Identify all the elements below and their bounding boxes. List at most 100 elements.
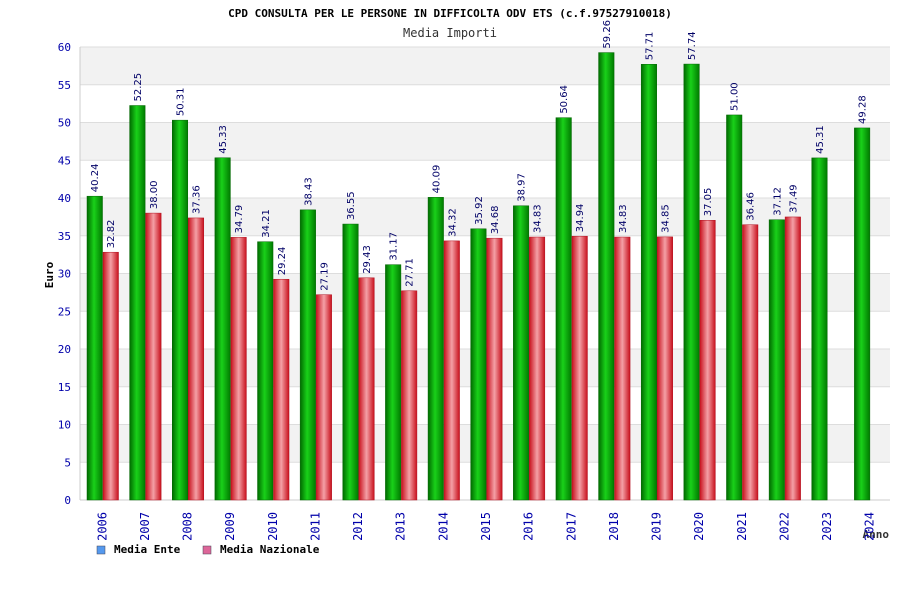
bar-media-ente [598,52,615,501]
bar-media-ente [129,105,146,501]
x-tick-label: 2021 [735,512,749,541]
bar-media-nazionale [230,237,247,501]
bar-value-label: 45.33 [218,125,229,154]
y-tick-label: 0 [64,494,71,507]
bar-value-label: 51.00 [730,82,741,111]
bar-value-label: 34.85 [660,204,671,233]
bar-media-nazionale [571,235,588,501]
bar-media-nazionale [315,294,332,501]
bar-media-nazionale [656,236,673,501]
bar-value-label: 34.32 [447,208,458,237]
bar-media-nazionale [784,216,801,501]
bar-value-label: 27.19 [319,262,330,291]
bar-media-nazionale [529,236,546,501]
x-tick-label: 2017 [564,512,578,541]
bar-value-label: 31.17 [389,232,400,261]
bar-media-nazionale [699,220,716,501]
x-tick-label: 2012 [351,512,365,541]
bar-media-nazionale [358,277,375,501]
x-axis-label: Anno [863,528,890,541]
bar-value-label: 36.55 [346,191,357,220]
bar-media-nazionale [188,217,205,501]
bar-media-nazionale [742,224,759,501]
x-tick-label: 2009 [223,512,237,541]
y-tick-label: 5 [64,456,71,469]
y-tick-label: 55 [58,79,71,92]
bar-media-nazionale [486,237,503,501]
bar-value-label: 34.83 [533,204,544,233]
bar-media-ente [86,195,103,501]
legend-swatch [96,545,106,555]
y-tick-label: 10 [58,419,71,432]
x-tick-label: 2016 [522,512,536,541]
bar-value-label: 29.43 [362,245,373,274]
bar-value-label: 37.36 [192,185,203,214]
bar-media-ente [640,64,657,501]
x-tick-label: 2023 [820,512,834,541]
x-tick-label: 2007 [138,512,152,541]
x-tick-label: 2024 [863,512,877,541]
y-tick-label: 45 [58,154,71,167]
bar-value-label: 36.46 [746,192,757,221]
x-tick-label: 2015 [479,512,493,541]
bar-value-label: 38.43 [303,177,314,206]
chart-title: CPD CONSULTA PER LE PERSONE IN DIFFICOLT… [228,7,672,20]
y-tick-label: 15 [58,381,71,394]
y-tick-label: 20 [58,343,71,356]
x-tick-label: 2018 [607,512,621,541]
y-tick-label: 60 [58,41,71,54]
bar-media-nazionale [145,212,162,501]
bar-value-label: 34.21 [261,209,272,238]
bar-media-nazionale [614,236,631,501]
legend-swatch [202,545,212,555]
bar-value-label: 50.31 [176,88,187,117]
bar-value-label: 40.24 [90,164,101,193]
x-tick-label: 2020 [692,512,706,541]
grid-band [80,84,890,123]
y-tick-label: 30 [58,268,71,281]
bar-value-label: 52.25 [133,73,144,102]
y-tick-label: 50 [58,117,71,130]
bar-value-label: 27.71 [405,258,416,287]
y-axis-label: Euro [43,261,56,288]
x-tick-label: 2014 [436,512,450,541]
bar-value-label: 37.49 [788,184,799,213]
bar-media-ente [470,228,487,501]
bar-media-ente [811,157,828,501]
bar-value-label: 29.24 [277,247,288,276]
bar-value-label: 37.12 [772,187,783,216]
legend-label: Media Ente [114,543,181,556]
bar-media-nazionale [401,290,418,501]
bar-media-nazionale [443,240,460,501]
bar-value-label: 50.64 [559,85,570,114]
x-tick-label: 2019 [650,512,664,541]
bar-value-label: 37.05 [703,188,714,217]
y-tick-label: 25 [58,305,71,318]
bar-value-label: 57.71 [644,32,655,61]
bar-value-label: 35.92 [474,196,485,225]
bar-media-ente [385,264,402,501]
bar-value-label: 34.94 [575,204,586,233]
x-tick-label: 2011 [308,512,322,541]
grid-band [80,122,890,161]
bar-value-label: 49.28 [858,95,869,124]
grid-band [80,47,890,85]
x-tick-label: 2013 [394,512,408,541]
bar-media-ente [214,157,231,501]
bar-media-ente [172,119,189,501]
bar-media-ente [257,241,274,501]
bar-media-ente [299,209,316,501]
bar-value-label: 40.09 [431,165,442,194]
y-tick-label: 40 [58,192,71,205]
bar-media-nazionale [102,251,119,501]
bar-value-label: 38.00 [149,180,160,209]
bar-value-label: 32.82 [106,220,117,249]
bar-media-ente [683,63,700,501]
bar-media-ente [854,127,871,501]
bar-value-label: 38.97 [517,173,528,202]
y-tick-label: 35 [58,230,71,243]
bar-value-label: 34.83 [618,204,629,233]
bar-media-nazionale [273,278,290,501]
x-tick-label: 2010 [266,512,280,541]
